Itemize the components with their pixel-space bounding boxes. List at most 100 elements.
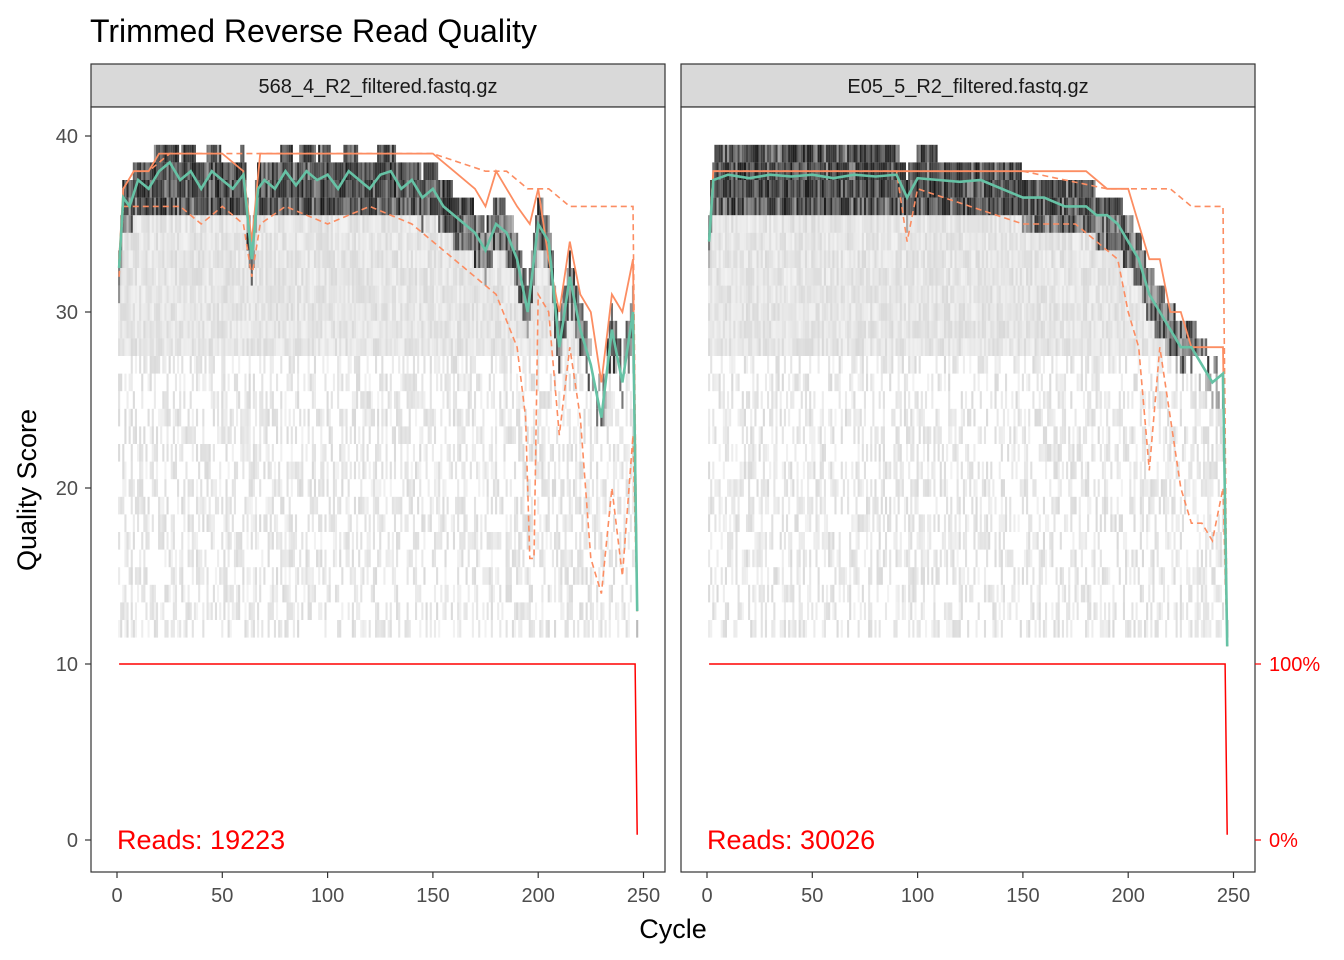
density-tile bbox=[162, 408, 165, 427]
density-tile bbox=[219, 232, 222, 251]
density-tile bbox=[229, 496, 232, 515]
density-tile bbox=[520, 444, 523, 462]
density-tile bbox=[353, 320, 357, 339]
density-tile bbox=[229, 408, 232, 427]
density-tile bbox=[482, 338, 485, 356]
density-tile bbox=[587, 338, 590, 356]
density-tile bbox=[164, 461, 167, 480]
density-tile bbox=[160, 514, 163, 532]
density-tile bbox=[608, 373, 611, 392]
density-tile bbox=[191, 303, 194, 321]
density-tile bbox=[779, 338, 782, 356]
density-tile bbox=[800, 232, 803, 251]
density-tile bbox=[792, 584, 795, 603]
density-tile bbox=[332, 197, 335, 216]
density-tile bbox=[151, 602, 154, 620]
density-tile bbox=[290, 532, 293, 550]
density-tile bbox=[760, 320, 763, 339]
density-tile bbox=[132, 320, 135, 339]
density-tile bbox=[134, 303, 138, 321]
density-tile bbox=[250, 285, 253, 304]
density-tile bbox=[181, 285, 184, 304]
density-tile bbox=[551, 320, 554, 339]
density-tile bbox=[735, 285, 738, 304]
density-tile bbox=[790, 232, 793, 251]
density-tile bbox=[743, 444, 746, 462]
density-tile bbox=[750, 514, 753, 532]
density-tile bbox=[200, 338, 203, 356]
density-tile bbox=[610, 549, 613, 568]
density-tile bbox=[195, 532, 199, 550]
density-tile bbox=[476, 549, 479, 568]
density-tile bbox=[486, 285, 489, 304]
density-tile bbox=[320, 461, 323, 480]
density-tile bbox=[257, 620, 260, 638]
density-tile bbox=[217, 285, 220, 304]
density-tile bbox=[385, 444, 388, 462]
density-tile bbox=[349, 356, 352, 374]
density-tile bbox=[187, 532, 190, 550]
density-tile bbox=[610, 338, 613, 356]
density-tile bbox=[513, 549, 517, 568]
density-tile bbox=[450, 285, 453, 304]
density-tile bbox=[745, 250, 749, 268]
density-tile bbox=[170, 532, 173, 550]
density-tile bbox=[391, 320, 394, 339]
density-tile bbox=[476, 426, 479, 444]
density-tile bbox=[497, 479, 500, 497]
density-tile bbox=[242, 232, 245, 251]
density-tile bbox=[362, 303, 365, 321]
density-tile bbox=[153, 215, 156, 233]
density-tile bbox=[714, 514, 717, 532]
density-tile bbox=[368, 232, 371, 251]
density-tile bbox=[362, 338, 365, 356]
density-tile bbox=[750, 320, 753, 339]
density-tile bbox=[501, 320, 504, 339]
density-tile bbox=[172, 232, 175, 251]
density-tile bbox=[727, 144, 730, 163]
density-tile bbox=[735, 180, 738, 198]
density-tile bbox=[280, 250, 283, 268]
density-tile bbox=[290, 338, 293, 356]
density-tile bbox=[440, 461, 443, 480]
density-tile bbox=[202, 268, 205, 286]
density-tile bbox=[360, 162, 363, 180]
density-tile bbox=[267, 408, 270, 427]
density-tile bbox=[750, 215, 753, 233]
density-tile bbox=[381, 514, 384, 532]
density-tile bbox=[343, 162, 346, 180]
density-tile bbox=[716, 338, 719, 356]
density-tile bbox=[193, 232, 196, 251]
density-tile bbox=[181, 584, 184, 603]
density-tile bbox=[158, 320, 161, 339]
density-tile bbox=[532, 549, 536, 568]
density-tile bbox=[425, 162, 428, 180]
density-tile bbox=[503, 250, 506, 268]
density-tile bbox=[457, 250, 460, 268]
density-tile bbox=[762, 532, 765, 550]
density-tile bbox=[712, 232, 715, 251]
density-tile bbox=[813, 391, 816, 409]
density-tile bbox=[465, 232, 468, 251]
density-tile bbox=[177, 356, 180, 374]
density-tile bbox=[313, 356, 317, 374]
density-tile bbox=[792, 268, 795, 286]
density-tile bbox=[606, 391, 609, 409]
density-tile bbox=[396, 602, 399, 620]
density-tile bbox=[455, 408, 458, 427]
density-tile bbox=[577, 303, 580, 321]
density-tile bbox=[248, 320, 251, 339]
density-tile bbox=[562, 514, 565, 532]
density-tile bbox=[532, 285, 536, 304]
density-tile bbox=[193, 215, 196, 233]
density-tile bbox=[254, 496, 258, 515]
density-tile bbox=[577, 408, 580, 427]
density-tile bbox=[248, 426, 251, 444]
density-tile bbox=[792, 197, 795, 216]
density-tile bbox=[193, 602, 196, 620]
density-tile bbox=[195, 567, 199, 585]
density-tile bbox=[452, 285, 456, 304]
density-tile bbox=[419, 461, 422, 480]
density-tile bbox=[158, 356, 161, 374]
density-tile bbox=[398, 602, 401, 620]
